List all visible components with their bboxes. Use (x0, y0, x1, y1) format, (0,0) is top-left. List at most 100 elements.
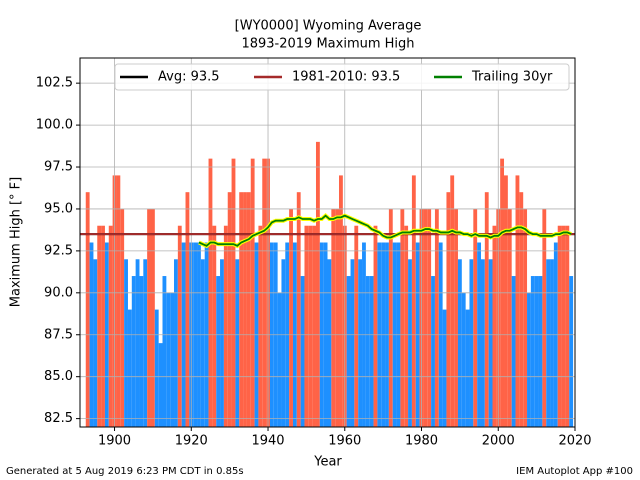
bar (469, 259, 474, 427)
bar (473, 208, 478, 427)
bar (480, 259, 485, 427)
x-tick-label: 1980 (405, 434, 438, 449)
bar (258, 225, 263, 427)
y-tick-label: 100.0 (36, 118, 73, 133)
bar (116, 175, 121, 427)
bar (174, 259, 178, 427)
x-tick-label: 1940 (251, 434, 284, 449)
y-axis-label: Maximum High [° F] (9, 177, 24, 307)
bar (450, 175, 455, 427)
bar (327, 259, 332, 427)
bar (365, 276, 370, 427)
bar (465, 309, 470, 427)
x-tick-label: 2000 (482, 434, 515, 449)
bar (388, 208, 393, 427)
bar (404, 225, 409, 427)
bar (550, 259, 554, 427)
bar (492, 225, 497, 427)
bar (281, 259, 286, 427)
bar (434, 208, 439, 427)
bar (300, 276, 305, 427)
bar (427, 208, 432, 427)
bar (315, 141, 320, 427)
bar (139, 276, 144, 427)
bar (331, 208, 336, 427)
bar (277, 292, 282, 427)
bar (339, 175, 343, 427)
bar (515, 175, 520, 427)
y-tick-label: 85.0 (44, 369, 73, 384)
bar (346, 276, 351, 427)
bar (239, 192, 244, 427)
legend-label: Avg: 93.5 (158, 70, 220, 85)
bar (411, 175, 416, 427)
bar (235, 259, 240, 427)
bar (423, 208, 428, 427)
bar (212, 225, 217, 427)
bar (446, 192, 451, 427)
bar (223, 225, 228, 427)
bar (143, 259, 148, 427)
bar (523, 208, 528, 427)
bar (166, 292, 171, 427)
bar (534, 276, 539, 427)
bar (530, 276, 535, 427)
bar (147, 208, 151, 427)
bar (431, 276, 435, 427)
bar (457, 259, 462, 427)
bar (289, 208, 293, 427)
bar (442, 309, 447, 427)
bar (93, 259, 98, 427)
bar (127, 309, 132, 427)
bar (246, 192, 251, 427)
bar (200, 259, 205, 427)
bar (227, 192, 232, 427)
x-tick-label: 1900 (98, 434, 131, 449)
chart-title: [WY0000] Wyoming Average (235, 19, 422, 34)
trailing-line (198, 214, 572, 247)
bar (569, 276, 574, 427)
legend-label: 1981-2010: 93.5 (292, 70, 400, 85)
x-axis-label: Year (313, 455, 342, 470)
bar (350, 259, 355, 427)
bar (135, 259, 140, 427)
bar (454, 208, 458, 427)
y-tick-label: 92.5 (44, 243, 73, 258)
bar (538, 276, 543, 427)
bar (158, 343, 163, 427)
footer-left: Generated at 5 Aug 2019 6:23 PM CDT in 0… (6, 466, 244, 477)
bar (561, 225, 566, 427)
bar (408, 259, 412, 427)
y-tick-label: 97.5 (44, 160, 73, 175)
bar (484, 192, 489, 427)
bar (488, 259, 493, 427)
bar (461, 292, 466, 427)
bar (131, 276, 136, 427)
y-tick-label: 87.5 (44, 327, 73, 342)
chart-subtitle: 1893-2019 Maximum High (241, 37, 414, 52)
bar (124, 259, 128, 427)
y-tick-label: 82.5 (44, 411, 73, 426)
bar (97, 225, 102, 427)
bar (373, 225, 378, 427)
bar (154, 309, 159, 427)
bar (557, 225, 562, 427)
bar (185, 192, 190, 427)
plot-frame (79, 57, 576, 428)
legend-box (114, 63, 570, 91)
bar (108, 225, 113, 427)
footer-right: IEM Autoplot App #100 (516, 466, 633, 477)
bar (511, 276, 516, 427)
x-tick-label: 1960 (328, 434, 361, 449)
bar (546, 259, 551, 427)
bar (162, 276, 167, 427)
bar (369, 276, 374, 427)
bar (507, 208, 512, 427)
bar (85, 192, 90, 427)
bar (358, 259, 363, 427)
y-tick-label: 90.0 (44, 285, 73, 300)
bar (519, 192, 524, 427)
bar (542, 208, 547, 427)
bar (296, 192, 301, 427)
